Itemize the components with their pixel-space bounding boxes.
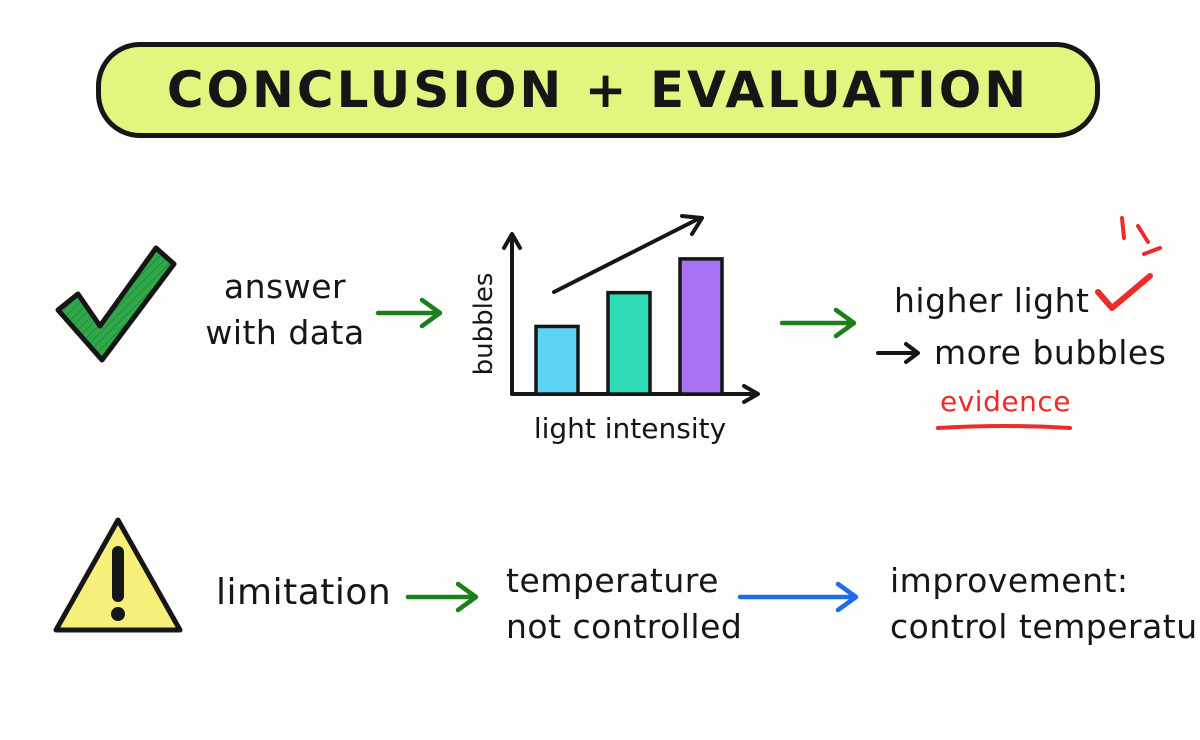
evidence-label: evidence [940,385,1071,418]
issue-label: temperature not controlled [506,558,742,650]
bar-high [678,257,724,396]
x-axis-label: light intensity [534,412,726,445]
issue-line-1: temperature [506,561,719,600]
evidence-underline [936,424,1072,430]
page-title: CONCLUSION + EVALUATION [166,61,1030,119]
answer-line-2: with data [205,313,365,352]
issue-line-2: not controlled [506,607,743,646]
improvement-line-2: control temperature [890,607,1200,646]
result-line-2: more bubbles [934,333,1167,372]
y-axis-label: bubbles [469,273,499,376]
limitation-label: limitation [216,572,392,613]
check-icon [55,245,177,363]
result-arrow [876,342,920,364]
trend-arrow [552,214,704,294]
answer-line-1: answer [223,267,347,306]
arrow-issue-to-improvement [737,581,859,613]
result-line-1: higher light [894,281,1090,320]
small-check-icon [1095,216,1162,311]
arrow-limitation-to-issue [405,581,479,613]
y-axis [502,232,522,396]
answer-label: answer with data [190,264,380,356]
warning-icon [53,517,183,633]
bar-medium [606,290,652,396]
bar-low [534,324,580,396]
arrow-chart-to-result [779,307,857,339]
arrow-answer-to-chart [375,297,443,329]
improvement-line-1: improvement: [890,561,1129,600]
improvement-label: improvement: control temperature [890,558,1200,650]
bar-chart: bubbles light intensity [469,214,760,445]
title-banner: CONCLUSION + EVALUATION [96,42,1100,138]
